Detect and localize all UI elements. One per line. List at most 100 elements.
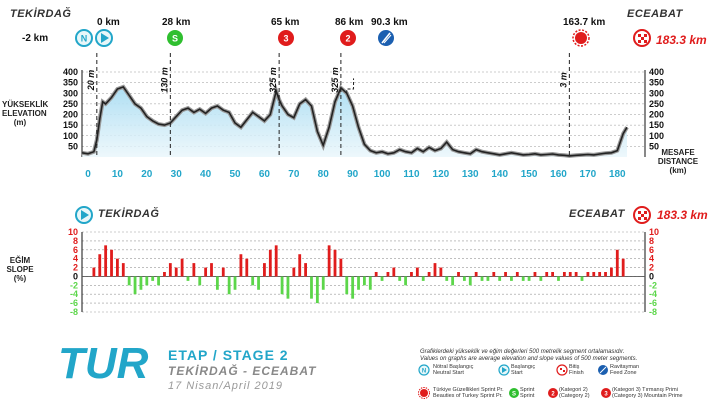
elevation-xtick: 50 (229, 169, 241, 180)
legend-item-neutral: Nötral Başlangıç Neutral Start (433, 364, 474, 376)
elevation-xtick: 30 (171, 169, 183, 180)
elevation-xtick: 40 (200, 169, 212, 180)
elevation-ytick-right: 200 (649, 110, 664, 120)
slope-bar (551, 272, 555, 277)
start-icon (95, 29, 113, 47)
slope-bar (292, 267, 296, 277)
svg-text:2: 2 (345, 34, 350, 44)
slope-bar (186, 276, 190, 281)
start-km-label: 0 km (97, 17, 120, 28)
slope-bar (327, 245, 331, 277)
slope-start-icon (75, 206, 93, 224)
header-icons: N S 3 2 (75, 29, 651, 47)
beauties-sprint-icon (572, 29, 590, 47)
svg-text:3: 3 (283, 34, 288, 44)
slope-start-place: TEKİRDAĞ (98, 208, 160, 220)
slope-ytick-right: -6 (649, 298, 657, 308)
slope-ytick-left: 6 (73, 245, 78, 255)
slope-ytick-left: -8 (70, 307, 78, 317)
legend-beauties-icon (418, 387, 430, 399)
elevation-ytick-left: 200 (63, 110, 78, 120)
elevation-line (81, 85, 628, 157)
slope-chart: -8 -8-6 -6-4 -4-2 -20 02 24 46 68 810 10 (68, 228, 659, 317)
slope-bar (151, 276, 155, 281)
svg-text:N: N (81, 34, 88, 44)
slope-bar (615, 249, 619, 277)
elevation-xtick: 100 (374, 169, 391, 180)
slope-bar (221, 267, 225, 277)
slope-ytick-left: 2 (73, 263, 78, 273)
slope-ytick-left: -4 (70, 289, 78, 299)
slope-bar (580, 276, 584, 281)
elevation-annotation: 3 m (558, 72, 568, 88)
sprint-km-label: 28 km (162, 17, 191, 28)
elevation-ytick-left: 400 (63, 67, 78, 77)
legend-note: Grafiklerdeki yükseklik ve eğim değerler… (420, 349, 638, 362)
slope-bar (98, 254, 102, 277)
slope-bar (274, 245, 278, 277)
slope-bar (504, 272, 507, 277)
slope-bar (268, 249, 272, 277)
elevation-ytick-left: 250 (63, 99, 78, 109)
slope-bar (180, 258, 184, 277)
slope-bar (486, 276, 490, 281)
slope-bar (357, 276, 360, 290)
legend-start-icon (498, 364, 510, 376)
elevation-xtick: 130 (462, 169, 479, 180)
elevation-xtick: 0 (85, 169, 91, 180)
slope-bar (121, 263, 125, 277)
finish-flag-icon (633, 29, 651, 47)
elevation-xtick: 80 (318, 169, 330, 180)
feed-zone-icon (378, 30, 394, 46)
elevation-xtick: 160 (550, 169, 567, 180)
slope-bar (457, 272, 460, 277)
slope-bar (333, 249, 337, 277)
slope-bar (510, 276, 513, 281)
legend-item-cat3: (Kategori 3) Tırmanış Primi (Category 3) … (612, 387, 683, 399)
slope-ytick-left: -6 (70, 298, 78, 308)
slope-bar (304, 263, 307, 277)
elevation-xtick: 140 (491, 169, 508, 180)
feed-km-label: 90.3 km (371, 17, 408, 28)
slope-ytick-right: -4 (649, 289, 657, 299)
slope-bar (474, 272, 478, 277)
legend-neutral-icon: N (418, 364, 430, 376)
climb-cat2-icon: 2 (340, 30, 356, 46)
slope-bar (404, 276, 407, 286)
elevation-xtick: 70 (288, 169, 300, 180)
elevation-ylabel: YÜKSEKLİK ELEVATION (m) (2, 100, 49, 127)
slope-bar (545, 272, 549, 277)
slope-bar (392, 267, 396, 277)
elevation-ytick-left: 100 (63, 131, 78, 141)
slope-bar (427, 272, 431, 277)
slope-bar (321, 276, 325, 290)
slope-ytick-right: 10 (649, 228, 659, 237)
slope-finish-place: ECEABAT (569, 208, 625, 220)
slope-bar (280, 276, 284, 295)
elevation-xtick: 180 (609, 169, 626, 180)
svg-text:N: N (422, 369, 426, 375)
slope-ylabel: EĞİM SLOPE (%) (6, 256, 34, 283)
slope-bar (415, 267, 419, 277)
slope-bar (439, 267, 443, 277)
slope-bar (374, 272, 378, 277)
legend-finish-icon (556, 364, 568, 376)
climb-cat3-icon: 3 (278, 30, 294, 46)
svg-text:S: S (512, 392, 516, 398)
slope-bar (298, 254, 302, 277)
slope-bar (345, 276, 349, 295)
neutral-start-icon: N (75, 29, 93, 47)
slope-ytick-left: 10 (68, 228, 78, 237)
elevation-xtick: 120 (433, 169, 450, 180)
slope-bar (433, 263, 437, 277)
slope-bar (168, 263, 172, 277)
slope-bar (198, 276, 202, 286)
slope-bar (145, 276, 149, 286)
slope-bar (610, 267, 613, 277)
slope-bar (368, 276, 372, 290)
slope-bar (527, 276, 531, 281)
legend-item-finish: Bitiş Finish (569, 364, 584, 376)
slope-bar (110, 249, 113, 277)
slope-finish-km: 183.3 km (657, 208, 708, 222)
